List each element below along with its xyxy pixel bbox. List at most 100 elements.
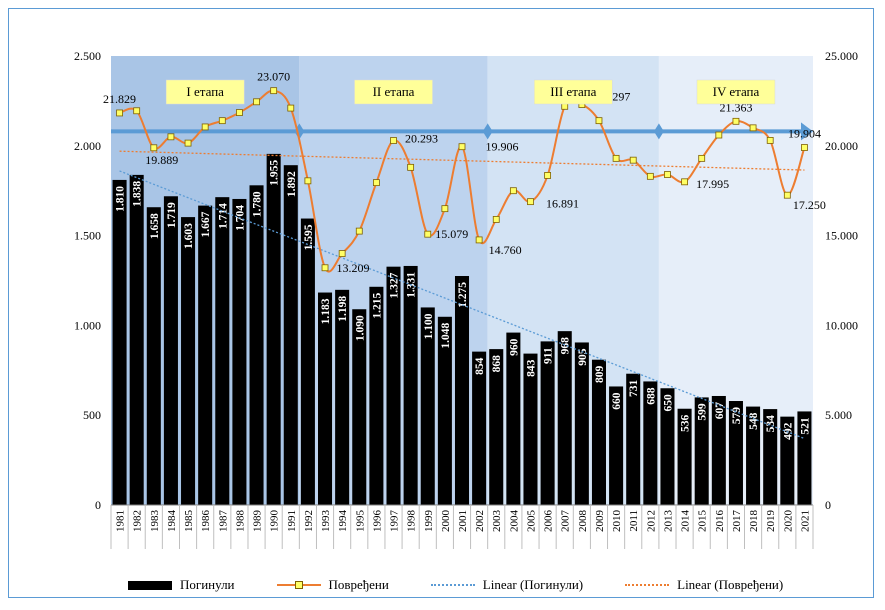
bar-value-label-2021: 521 (799, 417, 811, 435)
bar-value-label-1997: 1.327 (389, 272, 401, 298)
x-tick-label-2020: 2020 (782, 510, 794, 533)
injured-value-label-2021: 19.904 (788, 127, 821, 141)
injured-value-label-2005: 16.891 (546, 197, 579, 211)
injured-value-label-1999: 15.079 (435, 227, 468, 241)
legend-label-deaths: Погинули (180, 577, 235, 592)
point-injured-1997 (390, 137, 397, 144)
bar-value-label-1991: 1.892 (286, 171, 298, 197)
x-tick-label-2012: 2012 (645, 510, 657, 532)
bar-2016 (711, 395, 726, 505)
point-injured-2003 (492, 216, 500, 223)
x-tick-label-2007: 2007 (560, 510, 572, 533)
point-injured-1989 (253, 98, 260, 106)
point-injured-1998 (407, 163, 415, 171)
point-injured-2019 (766, 137, 774, 144)
legend-label-trend-deaths: Linear (Погинули) (482, 577, 584, 592)
bar-value-label-2013: 650 (662, 394, 674, 412)
bar-2021 (797, 411, 812, 505)
bar-1997 (386, 266, 401, 505)
bar-2020 (780, 416, 795, 505)
bar-2012 (643, 381, 658, 505)
bar-value-label-2009: 809 (594, 365, 606, 383)
bar-value-label-2001: 1.275 (457, 282, 469, 308)
legend: Погинули Повређени Linear (Погинули) Lin… (124, 577, 821, 593)
point-injured-1985 (184, 139, 192, 147)
bar-value-label-2000: 1.048 (440, 323, 452, 349)
x-tick-label-1996: 1996 (371, 510, 383, 533)
bar-value-label-1985: 1.603 (183, 223, 195, 249)
bar-value-label-1987: 1.714 (217, 203, 229, 229)
x-tick-label-2011: 2011 (628, 510, 640, 532)
bar-value-label-2016: 607 (714, 402, 726, 420)
x-tick-label-2008: 2008 (577, 510, 589, 533)
bar-2003 (489, 349, 504, 505)
bar-2006 (540, 341, 555, 505)
legend-item-injured: Повређени (273, 577, 389, 593)
legend-swatch-trend-injured (621, 578, 673, 592)
bar-value-label-2014: 536 (680, 414, 692, 432)
point-injured-1982 (133, 107, 141, 115)
bar-value-label-2002: 854 (474, 357, 486, 375)
legend-swatch-deaths (124, 578, 176, 592)
y-right-tick-label: 10.000 (825, 318, 858, 332)
x-tick-label-1992: 1992 (303, 510, 315, 532)
bar-value-label-1986: 1.667 (200, 211, 212, 237)
x-tick-label-2006: 2006 (543, 510, 555, 533)
point-injured-2011 (629, 156, 637, 164)
injured-value-label-2002: 14.760 (489, 243, 522, 257)
point-injured-1999 (424, 230, 432, 238)
x-tick-label-1984: 1984 (166, 510, 178, 533)
bar-1992 (300, 218, 315, 505)
x-tick-label-2019: 2019 (765, 510, 777, 533)
bar-1985 (181, 217, 196, 505)
legend-item-trend-deaths: Linear (Погинули) (427, 577, 583, 593)
point-injured-2016 (715, 131, 723, 139)
x-tick-label-1993: 1993 (320, 510, 332, 533)
stage-label-box-4 (696, 79, 776, 105)
point-injured-2002 (475, 236, 483, 244)
chart-frame: 0 500 1.000 1.500 2.000 2.500 0 5.000 10.000 15.0… (8, 8, 874, 598)
injured-value-label-1981: 21.829 (103, 92, 136, 106)
bar-2005 (523, 353, 538, 505)
bar-2000 (437, 316, 452, 505)
bar-value-label-1992: 1.595 (303, 224, 315, 250)
point-injured-1984 (167, 133, 175, 141)
x-tick-label-1981: 1981 (115, 510, 127, 532)
bar-value-label-1994: 1.198 (337, 296, 349, 322)
point-injured-2009 (595, 117, 603, 125)
bar-value-label-2011: 731 (628, 379, 640, 397)
x-tick-label-2002: 2002 (474, 510, 486, 532)
bar-value-label-2012: 688 (645, 387, 657, 405)
legend-item-deaths: Погинули (124, 577, 235, 593)
x-tick-label-1986: 1986 (200, 510, 212, 533)
bar-1981 (112, 179, 127, 505)
stage-label-4: IV етапа (713, 84, 760, 99)
y-left-tick-label: 1.000 (74, 318, 101, 332)
bar-1982 (129, 174, 144, 505)
stage-label-box-2 (354, 79, 433, 105)
bar-1996 (369, 286, 384, 505)
bar-value-label-1983: 1.658 (149, 213, 161, 239)
stage-label-box-1 (165, 79, 245, 105)
x-tick-label-1989: 1989 (252, 510, 264, 533)
point-injured-1986 (201, 123, 209, 131)
bar-value-label-2006: 911 (543, 347, 555, 364)
x-tick-label-2010: 2010 (611, 510, 623, 533)
point-injured-2006 (544, 172, 552, 179)
x-tick-label-2003: 2003 (491, 510, 503, 533)
x-tick-label-1991: 1991 (286, 510, 298, 532)
x-tick-label-1994: 1994 (337, 510, 349, 533)
point-injured-2018 (749, 124, 757, 132)
x-tick-label-2000: 2000 (440, 510, 452, 533)
bar-1987 (215, 197, 230, 506)
bar-2001 (454, 276, 470, 505)
bar-1986 (198, 205, 213, 505)
point-injured-1987 (218, 117, 226, 125)
injured-value-label-1997: 20.293 (405, 132, 438, 146)
x-tick-label-1998: 1998 (406, 510, 418, 533)
x-tick-label-2014: 2014 (680, 510, 692, 533)
bar-2004 (506, 332, 521, 505)
x-tick-label-1982: 1982 (132, 510, 144, 532)
stage-label-box-3 (534, 79, 613, 105)
bar-2010 (609, 386, 624, 505)
